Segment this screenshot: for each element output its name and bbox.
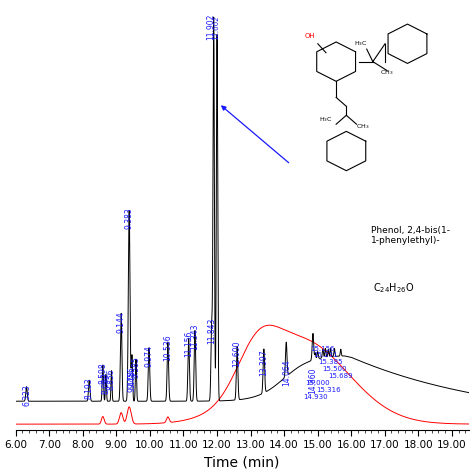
Text: 14.860: 14.860 [309, 367, 318, 393]
Text: 15.156: 15.156 [310, 346, 335, 352]
Text: 6.323: 6.323 [22, 384, 31, 406]
Text: 8.690: 8.690 [101, 372, 110, 394]
X-axis label: Time (min): Time (min) [204, 456, 280, 470]
Text: 11.843: 11.843 [207, 318, 216, 344]
Text: 15.385: 15.385 [319, 359, 343, 365]
Text: 8.856: 8.856 [107, 368, 116, 390]
Text: 9.456: 9.456 [127, 366, 136, 388]
Text: 12.600: 12.600 [233, 340, 242, 367]
Text: 15.500: 15.500 [322, 366, 346, 372]
Text: 10.536: 10.536 [164, 335, 173, 361]
Text: 13.397: 13.397 [259, 350, 268, 376]
Text: 9.383: 9.383 [125, 208, 134, 229]
Text: 15.689: 15.689 [328, 373, 353, 379]
Text: 8.193: 8.193 [85, 378, 94, 399]
Text: C$_{24}$H$_{26}$O: C$_{24}$H$_{26}$O [373, 281, 415, 295]
Text: 15.316: 15.316 [316, 387, 340, 393]
Text: 9.144: 9.144 [117, 311, 126, 332]
Text: 9.974: 9.974 [145, 345, 154, 367]
Text: 8.598: 8.598 [98, 363, 107, 384]
Text: 12.002: 12.002 [214, 16, 219, 40]
Text: 11.156: 11.156 [184, 331, 193, 357]
Text: 11.343: 11.343 [191, 323, 200, 350]
Text: 15.231: 15.231 [313, 353, 337, 358]
Text: 11.902: 11.902 [207, 14, 216, 40]
Text: 9.585: 9.585 [131, 356, 140, 378]
Text: 15.000: 15.000 [305, 380, 330, 386]
Text: Phenol, 2,4-bis(1-
1-phenylethyl)-: Phenol, 2,4-bis(1- 1-phenylethyl)- [371, 226, 450, 245]
Text: 9.478: 9.478 [128, 370, 137, 392]
Text: 14.064: 14.064 [282, 359, 291, 386]
Text: 14.930: 14.930 [303, 394, 328, 400]
